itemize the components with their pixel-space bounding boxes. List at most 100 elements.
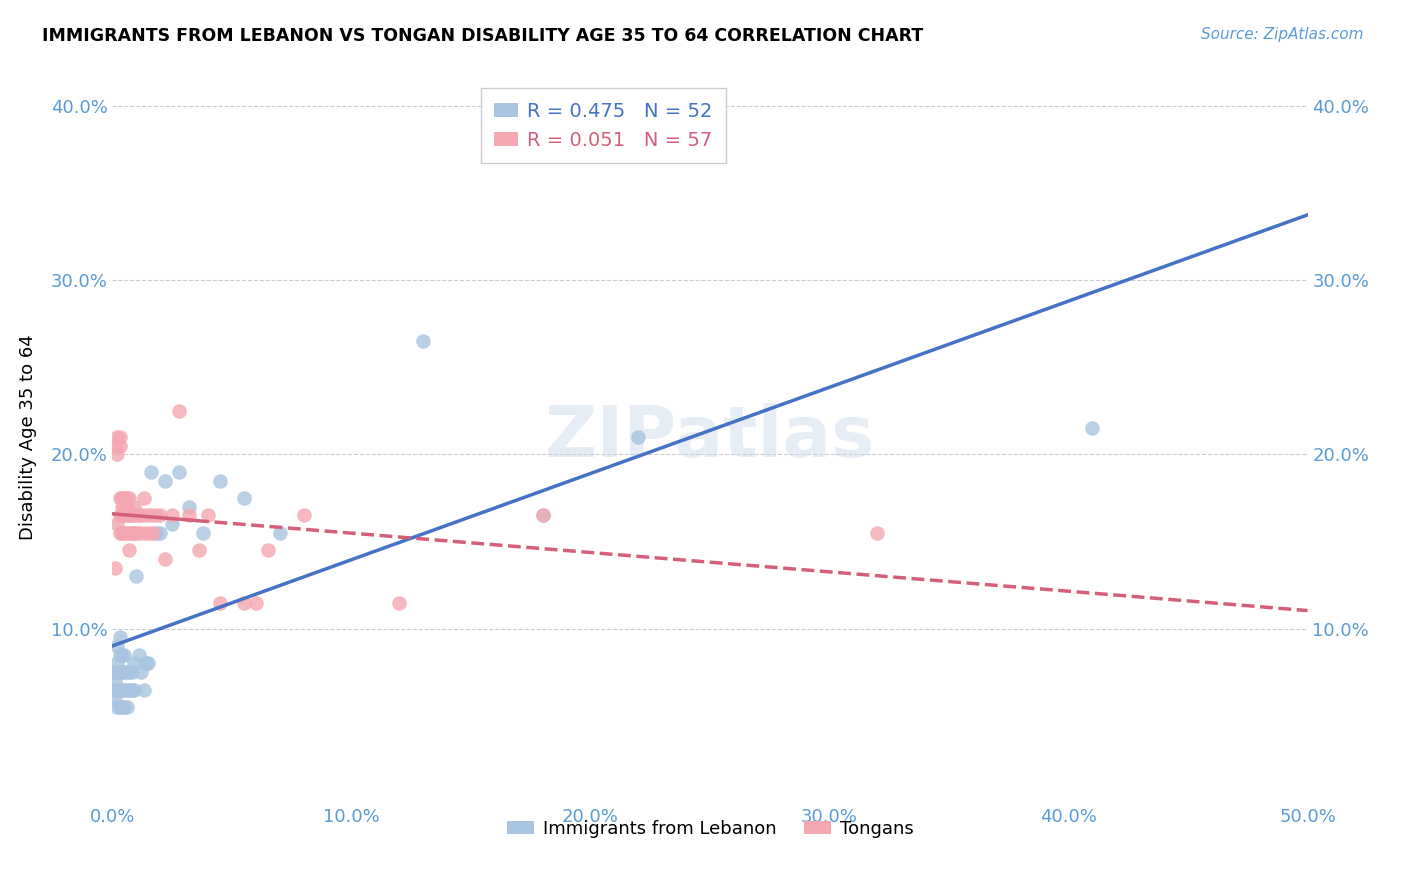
Point — [115, 525, 138, 540]
Point — [105, 517, 128, 532]
Point — [105, 657, 128, 671]
Point — [128, 525, 150, 540]
Point — [122, 657, 145, 671]
Point — [105, 430, 128, 444]
Point — [122, 682, 145, 697]
Point — [129, 508, 152, 523]
Point — [114, 682, 135, 697]
Point — [149, 508, 172, 523]
Y-axis label: Disability Age 35 to 64: Disability Age 35 to 64 — [18, 334, 37, 540]
Point — [104, 665, 127, 680]
Point — [114, 665, 135, 680]
Point — [121, 525, 143, 540]
Point — [105, 682, 128, 697]
Point — [108, 648, 131, 662]
Point — [138, 525, 160, 540]
Point — [193, 525, 215, 540]
Point — [105, 448, 128, 462]
Point — [118, 491, 141, 505]
Point — [139, 508, 162, 523]
Point — [114, 500, 135, 514]
Point — [531, 508, 554, 523]
Point — [125, 569, 148, 583]
Text: ZIPatlas: ZIPatlas — [546, 402, 875, 472]
Point — [128, 508, 150, 523]
Point — [118, 665, 141, 680]
Point — [125, 525, 148, 540]
Point — [388, 595, 411, 609]
Point — [108, 439, 131, 453]
Legend: Immigrants from Lebanon, Tongans: Immigrants from Lebanon, Tongans — [499, 813, 921, 845]
Text: IMMIGRANTS FROM LEBANON VS TONGAN DISABILITY AGE 35 TO 64 CORRELATION CHART: IMMIGRANTS FROM LEBANON VS TONGAN DISABI… — [42, 27, 924, 45]
Point — [118, 525, 141, 540]
Point — [132, 682, 155, 697]
Point — [209, 595, 232, 609]
Point — [121, 665, 143, 680]
Point — [108, 430, 131, 444]
Point — [149, 525, 172, 540]
Point — [125, 508, 148, 523]
Point — [105, 700, 128, 714]
Point — [153, 474, 176, 488]
Point — [108, 525, 131, 540]
Point — [132, 525, 155, 540]
Point — [139, 465, 162, 479]
Point — [115, 665, 138, 680]
Point — [627, 430, 650, 444]
Point — [114, 525, 135, 540]
Point — [162, 508, 183, 523]
Point — [115, 700, 138, 714]
Point — [111, 500, 134, 514]
Point — [108, 491, 131, 505]
Point — [169, 404, 191, 418]
Point — [197, 508, 219, 523]
Point — [104, 691, 127, 706]
Point — [138, 657, 160, 671]
Point — [118, 682, 141, 697]
Point — [153, 552, 176, 566]
Point — [108, 631, 131, 645]
Point — [104, 682, 127, 697]
Point — [118, 543, 141, 558]
Point — [121, 508, 143, 523]
Point — [169, 465, 191, 479]
Point — [531, 508, 554, 523]
Point — [118, 508, 141, 523]
Point — [108, 682, 131, 697]
Point — [866, 525, 889, 540]
Point — [104, 673, 127, 688]
Point — [257, 543, 280, 558]
Point — [104, 560, 127, 574]
Point — [108, 665, 131, 680]
Point — [135, 508, 157, 523]
Point — [209, 474, 232, 488]
Point — [129, 665, 152, 680]
Point — [115, 682, 138, 697]
Point — [132, 491, 155, 505]
Point — [233, 595, 256, 609]
Point — [1081, 421, 1104, 435]
Point — [128, 648, 150, 662]
Point — [145, 525, 167, 540]
Point — [177, 500, 200, 514]
Point — [114, 491, 135, 505]
Point — [135, 657, 157, 671]
Point — [245, 595, 267, 609]
Point — [187, 543, 209, 558]
Point — [111, 491, 134, 505]
Point — [269, 525, 291, 540]
Point — [121, 682, 143, 697]
Point — [115, 491, 138, 505]
Point — [114, 648, 135, 662]
Point — [114, 700, 135, 714]
Point — [412, 334, 434, 349]
Point — [292, 508, 315, 523]
Point — [104, 439, 127, 453]
Point — [111, 508, 134, 523]
Point — [111, 525, 134, 540]
Point — [142, 525, 165, 540]
Point — [108, 700, 131, 714]
Text: Source: ZipAtlas.com: Source: ZipAtlas.com — [1201, 27, 1364, 42]
Point — [115, 508, 138, 523]
Point — [115, 500, 138, 514]
